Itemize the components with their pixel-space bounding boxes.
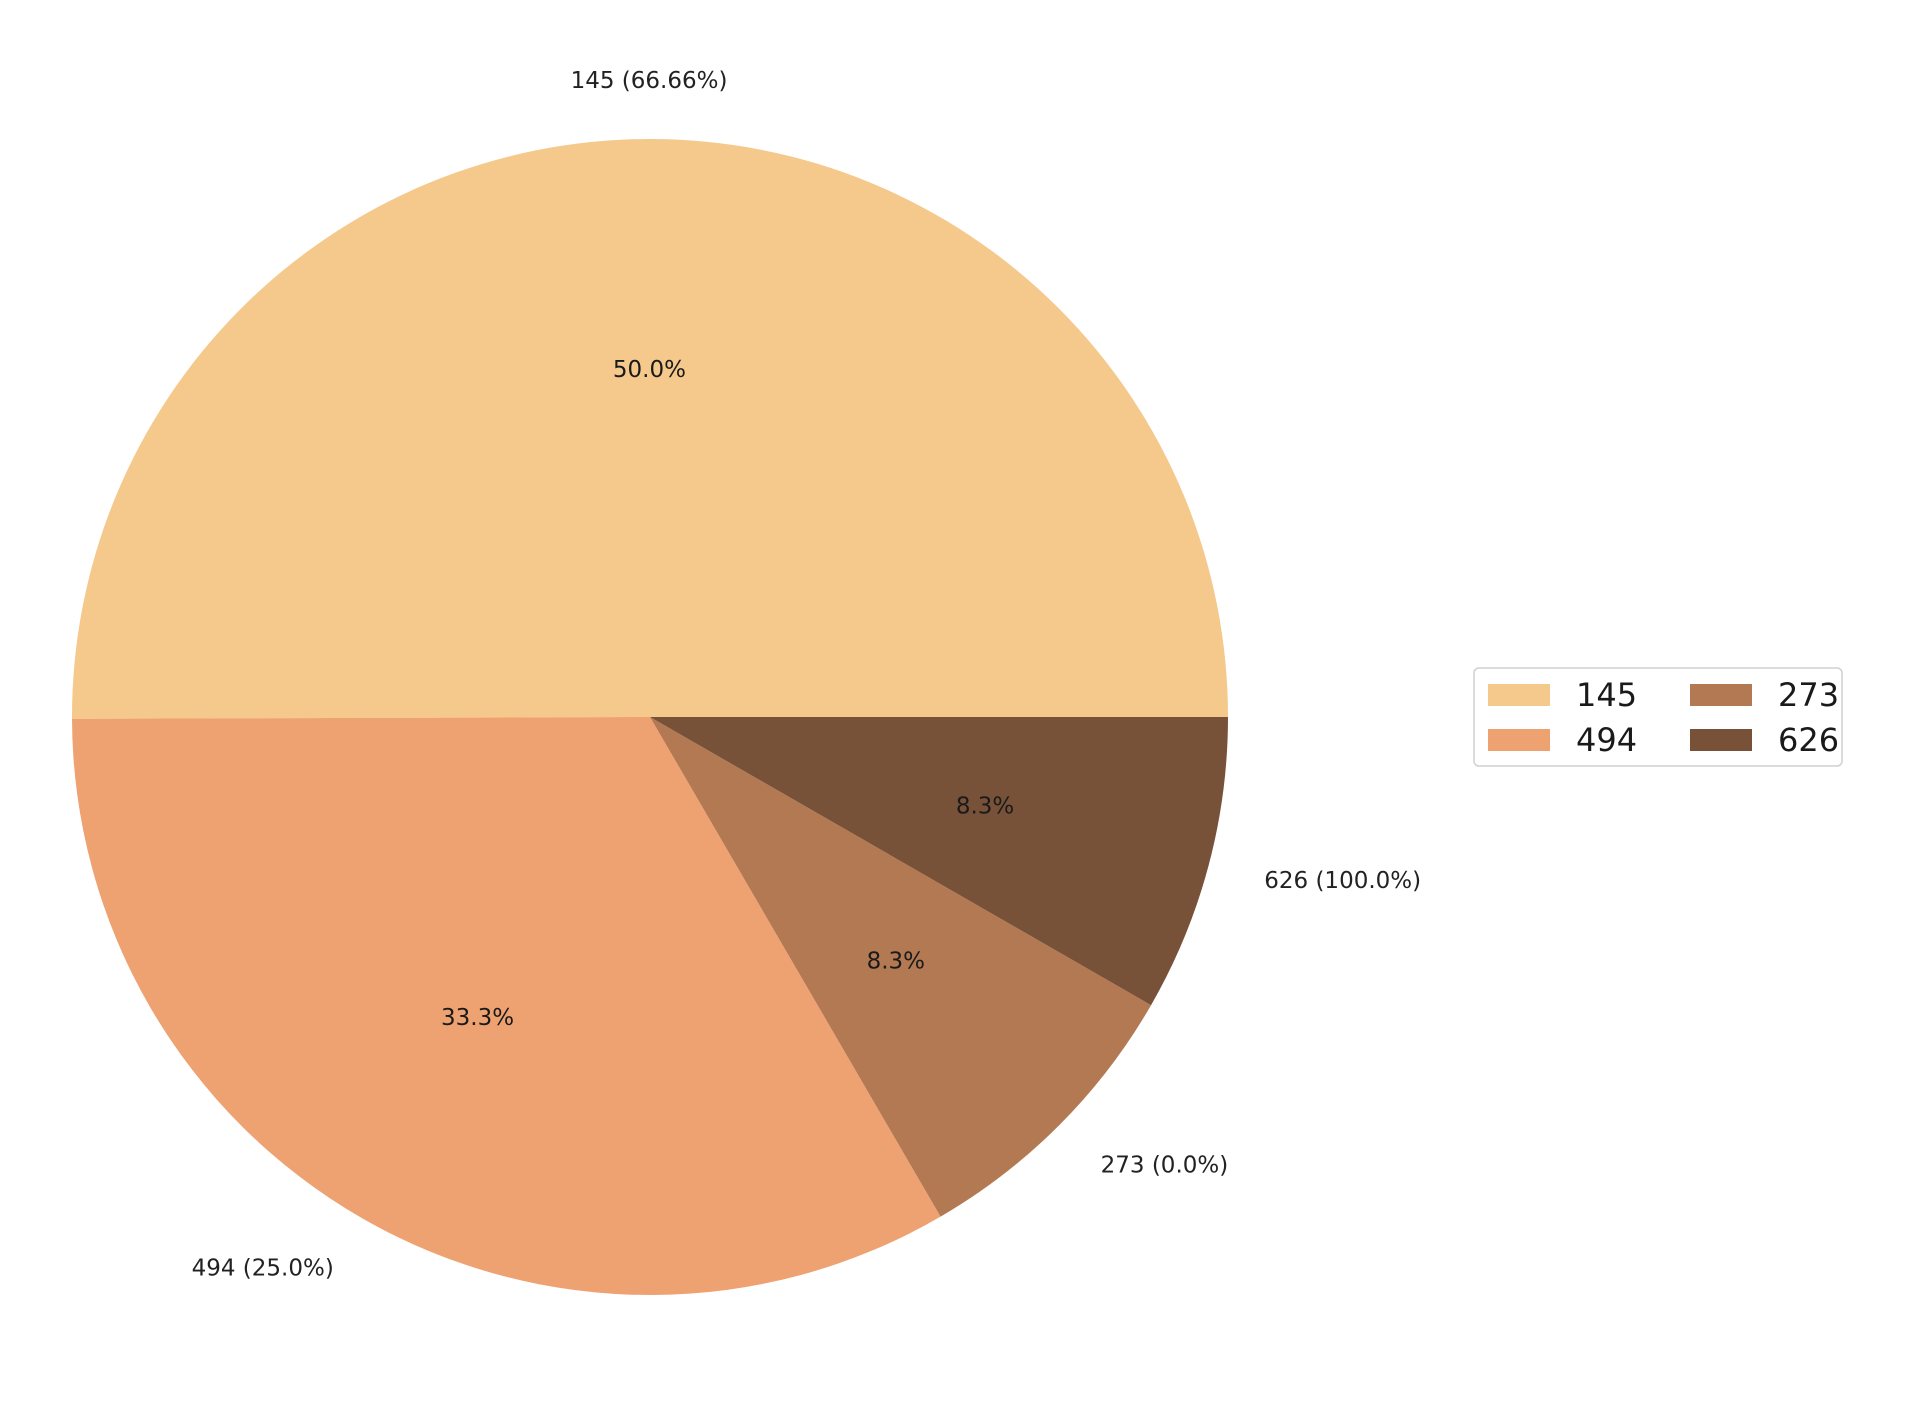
pie-percent-label-273: 8.3% [867, 949, 925, 975]
legend-label-626: 626 [1778, 721, 1839, 759]
pie-percent-labels: 50.0% 33.3% 8.3% 8.3% [441, 357, 1014, 1031]
legend-swatch-273 [1690, 684, 1752, 706]
pie-slice-145 [72, 138, 1229, 719]
legend-swatch-626 [1690, 729, 1752, 751]
legend-label-273: 273 [1778, 676, 1839, 714]
legend-label-145: 145 [1576, 676, 1637, 714]
pie-slice-626 [650, 717, 1228, 1006]
legend-swatch-494 [1488, 729, 1550, 751]
pie-percent-label-626: 8.3% [956, 793, 1014, 819]
pie-slice-494 [72, 717, 941, 1295]
legend: 145 494 273 626 [1473, 667, 1843, 767]
pie-outer-labels: 145 (66.66%) 494 (25.0%) 273 (0.0%) 626 (10… [192, 68, 1422, 1281]
pie-outer-label-145: 145 (66.66%) [571, 68, 728, 94]
pie-percent-label-494: 33.3% [441, 1005, 514, 1031]
pie-slices [72, 138, 1229, 1295]
legend-swatch-145 [1488, 684, 1550, 706]
pie-outer-label-494: 494 (25.0%) [192, 1256, 334, 1282]
legend-items: 145 494 273 626 [1488, 676, 1839, 759]
pie-percent-label-145: 50.0% [613, 357, 686, 383]
pie-outer-label-273: 273 (0.0%) [1101, 1153, 1229, 1179]
pie-outer-label-626: 626 (100.0%) [1264, 868, 1421, 894]
pie-slice-273 [650, 717, 1152, 1217]
legend-label-494: 494 [1576, 721, 1637, 759]
